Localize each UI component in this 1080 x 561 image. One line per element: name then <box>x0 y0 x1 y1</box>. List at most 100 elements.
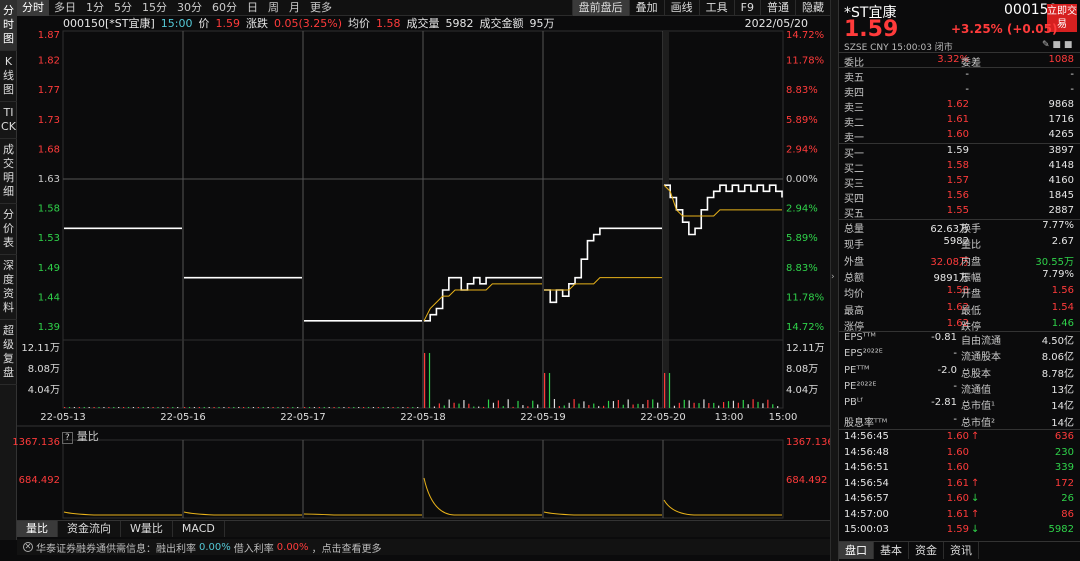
volume-bar <box>304 407 305 408</box>
fin-value: 8.06亿 <box>1014 348 1074 363</box>
tick-volume: 636 <box>1024 431 1074 442</box>
fin-label: 流通值 <box>961 381 991 396</box>
volume-bar <box>79 407 80 408</box>
indicator-tab-1[interactable]: 资金流向 <box>58 521 121 537</box>
pct-tick: 8.83% <box>786 85 818 96</box>
indicator-tab-3[interactable]: MACD <box>173 521 225 537</box>
ask-volume: - <box>1024 69 1074 80</box>
stat-value: 1.56 <box>1014 285 1074 296</box>
indicator-tab-2[interactable]: W量比 <box>121 521 173 537</box>
volume-bar <box>177 407 178 408</box>
status-bar[interactable]: ✕ 华泰证券融券通供需信息：融出利率 0.00% 借入利率 0.00% ，点击查… <box>17 539 830 555</box>
volume-bar <box>434 407 435 408</box>
volume-bar <box>743 400 744 408</box>
volume-bar <box>189 407 190 408</box>
volume-bar <box>383 407 384 408</box>
volume-bar <box>569 403 570 408</box>
volume-bar <box>314 407 315 408</box>
volume-ratio-line <box>424 478 542 515</box>
bid-label: 买一 <box>844 145 864 160</box>
chevron-right-icon[interactable]: › <box>831 272 835 282</box>
volume-bar <box>407 407 408 408</box>
lend-rate: 0.00% <box>199 542 231 553</box>
status-text: 华泰证券融券通供需信息：融出利率 <box>36 540 196 555</box>
price-tick: 1.68 <box>38 144 60 155</box>
bid-volume: 1845 <box>1024 190 1074 201</box>
quote-tab-2[interactable]: 资金 <box>909 542 944 559</box>
vol-tick: 12.11万 <box>21 343 60 354</box>
volume-bar <box>69 407 70 408</box>
volume-bar <box>564 405 565 408</box>
stat-label: 内盘 <box>961 253 981 268</box>
ask-row: 卖五 - - <box>839 68 1080 83</box>
volume-bar <box>258 407 259 408</box>
stat-label: 量比 <box>961 236 981 251</box>
volume-bar <box>209 407 210 408</box>
volume-bar <box>153 407 154 408</box>
tick-price: 1.60 <box>919 462 969 473</box>
status-link[interactable]: ，点击查看更多 <box>312 540 382 555</box>
quote-tab-3[interactable]: 资讯 <box>944 542 979 559</box>
volume-bar <box>723 402 724 408</box>
panel-icons[interactable]: ✎ ■ ■ <box>1042 40 1072 50</box>
quote-tab-1[interactable]: 基本 <box>874 542 909 559</box>
tick-time: 14:56:48 <box>844 447 889 458</box>
volume-bar <box>503 406 504 408</box>
volume-ratio-line <box>544 512 662 515</box>
volume-bar <box>353 407 354 408</box>
volume-bar <box>762 403 763 408</box>
settings-icon[interactable]: ■ <box>1064 40 1073 50</box>
volume-bar <box>498 400 499 408</box>
bid-row: 买一 1.59 3897 <box>839 144 1080 159</box>
stat-label: 开盘 <box>961 285 981 300</box>
price-line-day-4 <box>544 228 662 302</box>
pin-icon[interactable]: ■ <box>1052 40 1061 50</box>
volume-bar <box>98 407 99 408</box>
fin-row: PEᵀᵀᴹ -2.0 总股本 8.78亿 <box>839 364 1080 379</box>
price-chart[interactable]: 1.87 14.72% 1.82 11.78% 1.77 8.83% 1.73 5.89% 1.… <box>0 0 830 520</box>
volume-bar <box>444 405 445 408</box>
volume-bar <box>393 407 394 408</box>
price-tick: 1.73 <box>38 115 60 126</box>
volume-bar <box>537 404 538 408</box>
stat-value: 30.55万 <box>1014 253 1074 268</box>
volume-bar <box>324 407 325 408</box>
fin-label: PE²⁰²²ᴱ <box>844 381 876 392</box>
volume-bar <box>148 407 149 408</box>
close-icon[interactable]: ✕ <box>23 542 33 552</box>
tick-time: 14:57:00 <box>844 509 889 520</box>
tick-time: 14:56:57 <box>844 493 889 504</box>
bid-row: 买五 1.55 2887 <box>839 204 1080 219</box>
volume-bar <box>162 407 163 408</box>
ask-row: 卖二 1.61 1716 <box>839 113 1080 128</box>
volume-bar <box>402 407 403 408</box>
help-icon[interactable]: ? <box>62 432 73 444</box>
tick-price: 1.61 <box>919 509 969 520</box>
bid-volume: 4160 <box>1024 175 1074 186</box>
volume-bar <box>287 407 288 408</box>
volume-bar <box>167 407 168 408</box>
tick-volume: 230 <box>1024 447 1074 458</box>
panel-splitter[interactable]: › <box>830 0 838 561</box>
stat-label: 外盘 <box>844 253 864 268</box>
indicator-tab-0[interactable]: 量比 <box>17 521 58 537</box>
volume-bar <box>334 407 335 408</box>
volume-bar <box>703 399 704 408</box>
volume-bar <box>684 400 685 408</box>
volume-bar <box>343 407 344 408</box>
fin-label: 总市值¹ <box>961 397 995 412</box>
ask-row: 卖四 - - <box>839 83 1080 98</box>
volume-bar <box>338 407 339 408</box>
edit-icon[interactable]: ✎ <box>1042 40 1050 50</box>
stat-value: 1.62 <box>909 302 969 313</box>
volume-bar <box>263 407 264 408</box>
volume-bar <box>473 407 474 408</box>
price-tick: 1.87 <box>38 30 60 41</box>
volume-ratio-line <box>64 512 182 515</box>
bid-price: 1.59 <box>919 145 969 156</box>
volume-bar <box>588 405 589 408</box>
quote-tab-0[interactable]: 盘口 <box>839 542 874 559</box>
volume-bar <box>319 407 320 408</box>
fin-value: - <box>909 381 957 392</box>
volume-bar <box>243 407 244 408</box>
